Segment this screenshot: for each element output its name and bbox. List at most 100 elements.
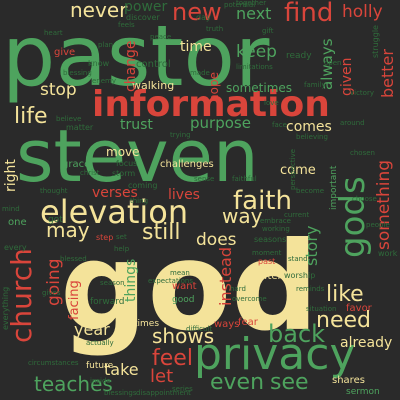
word-become: become — [296, 187, 325, 195]
word-new: new — [172, 0, 222, 26]
word-current: current — [284, 211, 310, 219]
word-better: better — [378, 49, 397, 98]
word-way: way — [222, 204, 263, 228]
word-potential: potential — [224, 1, 256, 9]
word-something: something — [374, 159, 394, 250]
word-blessed: blessed — [60, 255, 87, 263]
word-family: family — [304, 81, 326, 89]
word-thing: thing — [130, 197, 149, 205]
word-actually: actually — [86, 339, 114, 347]
word-lives: lives — [168, 187, 200, 203]
word-church: church — [5, 248, 38, 343]
word-together: together — [236, 0, 267, 7]
word-blessing: blessing — [63, 69, 92, 77]
word-embrace: embrace — [260, 217, 291, 225]
word-comes: comes — [286, 119, 332, 135]
word-difficult: difficult — [186, 325, 213, 333]
word-important: important — [329, 165, 339, 210]
word-people: people — [366, 221, 390, 229]
word-gods: gods — [333, 176, 373, 258]
word-every: every — [4, 243, 27, 252]
word-privacy: privacy — [194, 329, 356, 380]
word-focus: focus — [116, 159, 138, 168]
word-inside: inside — [90, 377, 111, 385]
word-day: day — [196, 13, 211, 22]
word-often: often — [258, 271, 284, 282]
word-disappointment: disappointment — [136, 389, 191, 397]
word-good: good — [172, 295, 195, 305]
word-enemy: enemy — [92, 77, 117, 85]
word-around: around — [340, 119, 365, 127]
word-information: information — [92, 84, 330, 125]
word-circumstances: circumstances — [28, 359, 79, 367]
word-holly: holly — [342, 2, 383, 22]
word-hope: hope — [207, 72, 221, 102]
word-ready: ready — [286, 51, 312, 61]
word-facing: facing — [67, 280, 82, 320]
word-stop: stop — [40, 80, 77, 100]
word-shows: shows — [152, 324, 215, 348]
word-one: one — [8, 217, 27, 228]
word-everything: everything — [1, 286, 10, 330]
word-mind: mind — [2, 205, 20, 213]
word-situation: situation — [306, 305, 337, 313]
word-time: time — [180, 39, 212, 55]
word-may: may — [46, 218, 90, 242]
word-storm: storm — [112, 169, 136, 178]
word-feel: feel — [152, 346, 193, 371]
word-stand: stand — [288, 255, 308, 263]
word-perspective: perspective — [289, 148, 297, 190]
word-times: times — [134, 319, 160, 329]
word-verses: verses — [92, 185, 138, 201]
word-choose: choose — [352, 195, 377, 203]
word-does: does — [196, 230, 237, 250]
word-know: know — [88, 59, 110, 68]
word-heart: heart — [44, 29, 63, 37]
word-things: things — [123, 258, 139, 302]
word-forward: forward — [90, 297, 125, 307]
word-ask: ask — [86, 269, 102, 279]
word-believing: believing — [296, 133, 328, 141]
word-back: back — [268, 320, 326, 348]
word-challenges: challenges — [160, 159, 214, 170]
word-seasons: seasons — [254, 235, 287, 244]
word-want: want — [172, 281, 197, 292]
word-right: right — [3, 159, 19, 192]
word-move: move — [106, 145, 140, 159]
word-let: let — [150, 366, 174, 387]
word-trust: trust — [120, 117, 153, 133]
word-reminds: reminds — [296, 285, 325, 293]
word-life: life — [14, 104, 48, 129]
word-gift: gift — [262, 27, 274, 35]
word-peace: peace — [150, 33, 172, 41]
word-like: like — [326, 282, 364, 307]
word-victory: victory — [350, 89, 374, 97]
word-never: never — [70, 0, 128, 22]
word-even: even — [210, 370, 265, 395]
word-mean: mean — [170, 269, 190, 277]
word-got: got — [48, 215, 63, 225]
word-control: control — [136, 59, 171, 70]
word-christ: christ — [80, 169, 100, 177]
word-chosen: chosen — [350, 149, 375, 157]
word-given2: plan — [98, 41, 114, 49]
word-find: find — [284, 0, 334, 28]
word-trying: trying — [170, 131, 191, 139]
word-past: past — [258, 257, 276, 266]
word-blessings: blessings — [104, 389, 137, 397]
word-sense: sense — [194, 175, 215, 183]
word-set: set — [116, 233, 127, 241]
word-coming: coming — [128, 181, 158, 190]
word-made: made — [190, 69, 210, 77]
word-love: love — [264, 99, 279, 107]
word-fear: fear — [238, 317, 258, 328]
word-discover: discover — [126, 13, 160, 22]
word-struggle: struggle — [371, 25, 380, 58]
word-elevation: elevation — [40, 193, 189, 231]
word-going: going — [44, 258, 64, 306]
word-god: god — [60, 216, 319, 358]
word-sermon: sermon — [346, 387, 380, 397]
word-ways: ways — [214, 319, 240, 330]
word-come: come — [280, 163, 316, 178]
